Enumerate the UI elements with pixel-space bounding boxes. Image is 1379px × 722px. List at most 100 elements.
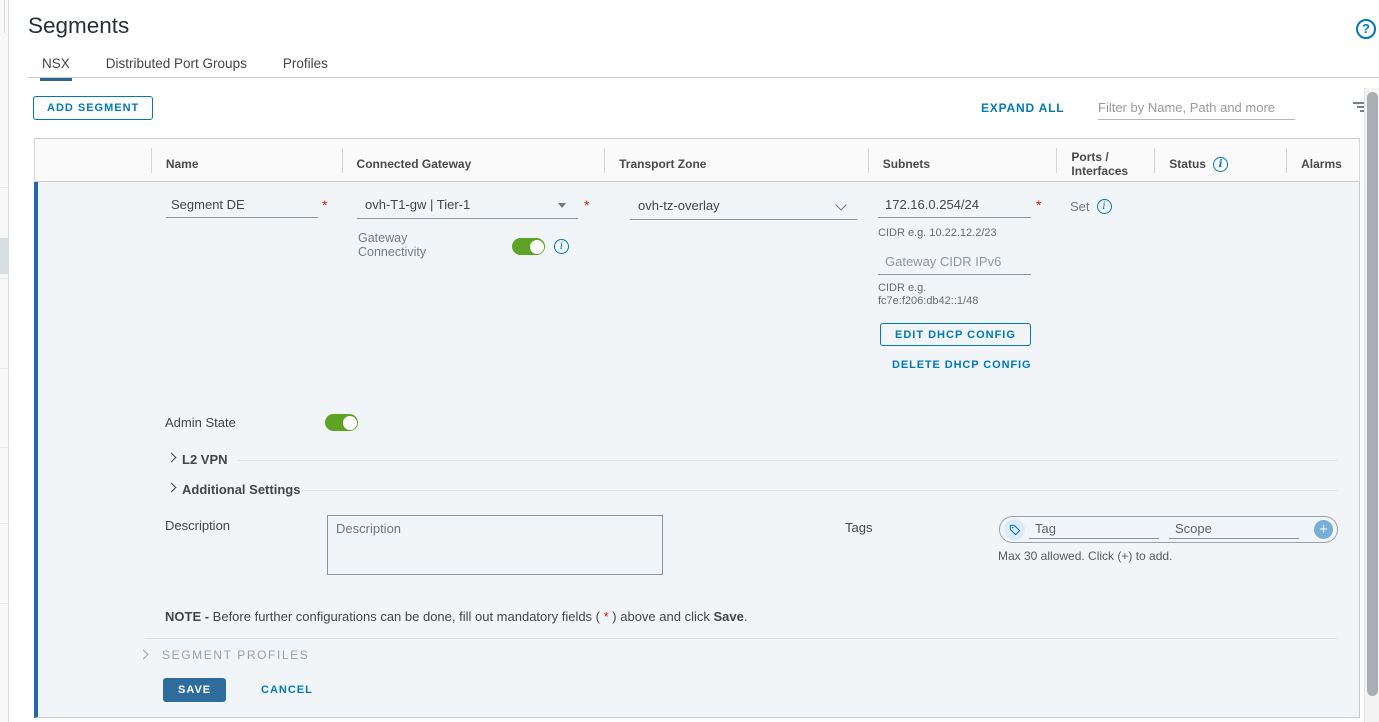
panel-edge-line — [4, 0, 5, 33]
note-body: ) above and click — [608, 609, 714, 624]
ipv6-cidr-field-wrap — [878, 251, 1031, 275]
section-divider — [145, 638, 1337, 639]
ipv6-hint-line2: fc7e:f206:db42::1/48 — [878, 295, 979, 307]
caret-down-icon — [558, 203, 566, 208]
column-header-name: Name — [150, 139, 342, 181]
ports-set-label: Set — [1070, 199, 1090, 214]
segment-name-input[interactable] — [166, 194, 318, 217]
tags-editor: + — [999, 516, 1338, 543]
column-label: Name — [165, 157, 199, 171]
required-asterisk: * — [322, 197, 328, 213]
column-label: Subnets — [882, 157, 931, 171]
column-label: Alarms — [1301, 157, 1342, 171]
column-label: Ports / Interfaces — [1071, 150, 1129, 178]
admin-state-label: Admin State — [165, 415, 236, 430]
status-info-icon[interactable]: i — [1212, 156, 1228, 172]
note-prefix: NOTE - — [165, 609, 210, 624]
description-textarea[interactable] — [327, 515, 663, 575]
ports-interfaces-cell: Set i — [1070, 199, 1112, 214]
ipv6-cidr-hint: CIDR e.g. fc7e:f206:db42::1/48 — [878, 282, 978, 308]
column-header-connected-gateway: Connected Gateway — [341, 139, 605, 181]
help-icon[interactable]: ? — [1356, 19, 1376, 39]
tag-input[interactable] — [1029, 520, 1159, 539]
gateway-connectivity-label: Gateway Connectivity — [358, 231, 426, 259]
left-panel-sliver — [0, 0, 9, 722]
left-panel-selected-item[interactable] — [0, 238, 9, 274]
info-glyph: i — [1218, 158, 1223, 170]
gateway-cidr-field-wrap — [878, 194, 1031, 218]
gateway-connectivity-label-line1: Gateway — [358, 231, 408, 245]
connected-gateway-select[interactable]: ovh-T1-gw | Tier-1 — [357, 194, 578, 219]
scrollbar-thumb[interactable] — [1367, 92, 1378, 696]
gateway-connectivity-label-line2: Connectivity — [358, 245, 427, 259]
column-label: Connected Gateway — [356, 157, 472, 171]
additional-settings-section-toggle[interactable]: Additional Settings — [182, 482, 301, 497]
table-header: Name Connected Gateway Transport Zone Su… — [34, 138, 1360, 182]
required-asterisk: * — [1036, 197, 1042, 213]
l2vpn-section-toggle[interactable]: L2 VPN — [182, 452, 228, 467]
add-segment-button[interactable]: ADD SEGMENT — [33, 96, 154, 120]
gateway-connectivity-info-icon[interactable]: i — [554, 239, 569, 254]
tag-icon — [1004, 519, 1025, 540]
scope-input[interactable] — [1169, 520, 1299, 539]
description-label: Description — [165, 518, 231, 533]
note-end: . — [743, 609, 748, 624]
column-header-ports-interfaces: Ports / Interfaces — [1056, 139, 1154, 181]
tabs-divider — [28, 77, 1379, 78]
tags-hint: Max 30 allowed. Click (+) to add. — [998, 549, 1173, 563]
vertical-scrollbar[interactable] — [1364, 88, 1379, 722]
column-header-status: Status i — [1154, 139, 1286, 181]
column-header-expander — [35, 139, 151, 181]
connected-gateway-value: ovh-T1-gw | Tier-1 — [365, 197, 471, 212]
section-divider — [238, 460, 1337, 461]
delete-dhcp-config-link[interactable]: DELETE DHCP CONFIG — [892, 359, 1032, 371]
sliver-divider — [0, 523, 9, 524]
expand-all-link[interactable]: EXPAND ALL — [981, 101, 1065, 115]
tab-profiles[interactable]: Profiles — [282, 56, 328, 71]
help-glyph: ? — [1362, 21, 1370, 36]
save-button[interactable]: SAVE — [163, 678, 227, 702]
tags-label: Tags — [845, 520, 873, 535]
admin-state-toggle[interactable] — [325, 414, 358, 431]
section-divider — [302, 490, 1337, 491]
info-glyph: i — [559, 241, 564, 252]
sliver-divider — [0, 368, 9, 369]
tab-nsx[interactable]: NSX — [40, 56, 72, 81]
info-glyph: i — [1102, 201, 1106, 212]
toggle-knob — [529, 239, 544, 254]
column-label: Transport Zone — [619, 157, 707, 171]
transport-zone-select[interactable]: ovh-tz-overlay — [630, 195, 857, 220]
sliver-divider — [0, 278, 9, 279]
segment-profiles-section-toggle[interactable]: SEGMENT PROFILES — [162, 648, 310, 662]
segment-name-field-wrap — [166, 194, 318, 218]
gateway-connectivity-toggle[interactable] — [512, 238, 545, 255]
column-header-subnets: Subnets — [867, 139, 1057, 181]
sliver-divider — [0, 447, 9, 448]
ipv6-hint-line1: CIDR e.g. — [878, 282, 927, 294]
sliver-divider — [0, 603, 9, 604]
mandatory-fields-note: NOTE - Before further configurations can… — [165, 609, 1085, 624]
plus-glyph: + — [1319, 521, 1328, 538]
ports-set-info-icon[interactable]: i — [1096, 199, 1112, 214]
transport-zone-value: ovh-tz-overlay — [638, 198, 720, 213]
tab-distributed-port-groups[interactable]: Distributed Port Groups — [105, 56, 247, 71]
column-header-transport-zone: Transport Zone — [604, 139, 868, 181]
column-header-alarms: Alarms — [1286, 139, 1359, 181]
gateway-cidr-input[interactable] — [878, 194, 1031, 217]
tab-bar: NSX Distributed Port Groups Profiles — [40, 56, 362, 81]
segment-edit-row — [34, 182, 1360, 718]
filter-input[interactable] — [1098, 96, 1295, 120]
page-title: Segments — [28, 13, 130, 38]
gateway-cidr-hint: CIDR e.g. 10.22.12.2/23 — [878, 227, 997, 239]
filter-icon[interactable] — [1353, 102, 1371, 114]
note-required-asterisk: * — [603, 609, 609, 624]
add-tag-button[interactable]: + — [1314, 520, 1333, 539]
cancel-button[interactable]: CANCEL — [261, 684, 313, 696]
edit-dhcp-config-button[interactable]: EDIT DHCP CONFIG — [880, 323, 1031, 346]
ipv6-cidr-input[interactable] — [878, 251, 1031, 274]
column-label: Status — [1169, 157, 1206, 171]
sliver-divider — [0, 187, 9, 188]
required-asterisk: * — [584, 197, 590, 213]
toggle-knob — [342, 415, 357, 430]
